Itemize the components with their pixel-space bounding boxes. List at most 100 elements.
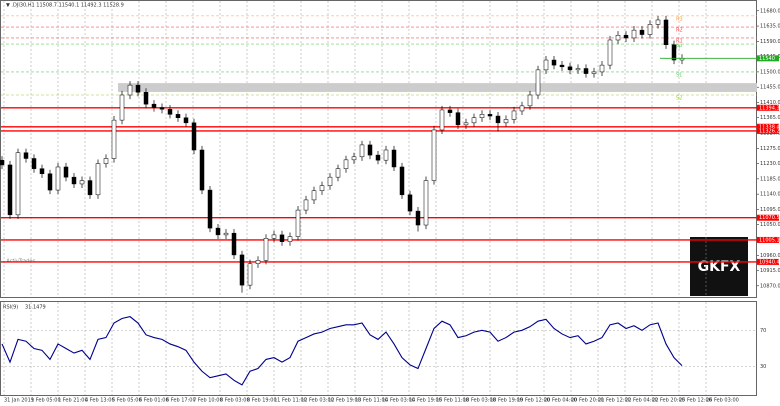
- y-tick-label: 11365.0: [760, 115, 780, 121]
- candle-body: [95, 163, 101, 196]
- candle-body: [503, 119, 509, 124]
- y-tick-label: 11500.0: [760, 69, 780, 75]
- x-tick-label: 8 Feb 19:00: [247, 398, 277, 404]
- candle-body: [159, 107, 165, 110]
- candle-body: [543, 59, 549, 71]
- pivot-label: R1: [676, 38, 683, 44]
- candle-body: [623, 34, 629, 39]
- candle-body: [55, 166, 61, 191]
- price-tag: [757, 55, 779, 62]
- x-tick-label: 12 Feb 19:00: [328, 398, 361, 404]
- candle-body: [239, 254, 245, 286]
- x-tick-label: 7 Feb 10:00: [193, 398, 223, 404]
- x-tick-label: 4 Feb 13:00: [85, 398, 115, 404]
- y-tick-label: 11275.0: [760, 146, 780, 152]
- candle-body: [671, 44, 677, 61]
- candle-body: [647, 24, 653, 35]
- pivot-label: S1: [676, 72, 682, 78]
- candle-body: [63, 166, 69, 178]
- candle-body: [335, 168, 341, 178]
- pivot-label: PP: [676, 45, 682, 51]
- candle-body: [471, 117, 477, 124]
- price-label: 11540: [759, 56, 775, 62]
- candle-body: [663, 19, 669, 45]
- rsi-line: [1, 316, 683, 386]
- candle-body: [231, 232, 237, 256]
- y-tick-label: 10915.0: [760, 268, 780, 274]
- candle-body: [31, 158, 37, 169]
- x-tick-label: 8 Feb 03:00: [220, 398, 250, 404]
- x-tick-label: 14 Feb 03:00: [382, 398, 415, 404]
- candle-body: [263, 238, 269, 261]
- y-tick-label: 10870.0: [760, 283, 780, 289]
- candle-body: [599, 64, 605, 73]
- candle-body: [535, 69, 541, 96]
- candle-body: [207, 189, 213, 229]
- candle-body: [567, 66, 573, 71]
- pivot-label: R2: [676, 28, 683, 34]
- candle-body: [319, 185, 325, 191]
- x-tick-label: 6 Feb 01:00: [139, 398, 169, 404]
- candle-body: [111, 119, 117, 159]
- y-tick-label: 11140.0: [760, 192, 780, 198]
- x-tick-label: 18 Feb 19:00: [490, 398, 523, 404]
- candle-body: [223, 232, 229, 236]
- y-tick-label: 11095.0: [760, 207, 780, 213]
- candle-body: [151, 103, 157, 108]
- candle-body: [135, 84, 141, 93]
- candle-body: [655, 19, 661, 25]
- level-label: 10940.4: [759, 259, 780, 265]
- level-label: 11070.5: [759, 215, 780, 221]
- candle-body: [295, 209, 301, 237]
- y-tick-label: 11050.0: [760, 222, 780, 228]
- candle-body: [0, 159, 5, 166]
- candle-body: [7, 164, 13, 216]
- candle-body: [359, 144, 365, 158]
- candle-body: [103, 158, 109, 164]
- x-tick-label: 31 Jan 2019: [4, 398, 34, 404]
- candle-body: [615, 34, 621, 41]
- candle-body: [167, 109, 173, 115]
- candle-body: [119, 94, 125, 121]
- candle-body: [271, 234, 277, 239]
- candle-body: [431, 129, 437, 181]
- candle-body: [639, 29, 645, 35]
- level-label: 11394.3: [759, 105, 780, 111]
- x-tick-label: 13 Feb 11:00: [355, 398, 388, 404]
- zone: [118, 83, 757, 92]
- candle-body: [407, 194, 413, 212]
- x-tick-label: 22 Feb 20:00: [652, 398, 685, 404]
- x-tick-label: 22 Feb 04:00: [625, 398, 658, 404]
- candle-body: [327, 176, 333, 186]
- x-tick-label: 11 Feb 11:00: [274, 398, 307, 404]
- chart-title: ▼ .DJI30,H1 11508.7 11540.1 11492.3 1152…: [6, 3, 124, 9]
- level-tag: [757, 127, 779, 134]
- candle-body: [287, 236, 293, 242]
- x-tick-label: 25 Feb 12:00: [679, 398, 712, 404]
- candle-body: [391, 149, 397, 168]
- candle-body: [487, 114, 493, 117]
- level-tag: [757, 214, 779, 221]
- candle-body: [79, 180, 85, 185]
- level-tag: [757, 123, 779, 130]
- x-tick-label: 18 Feb 03:00: [463, 398, 496, 404]
- x-tick-label: 6 Feb 17:00: [166, 398, 196, 404]
- candle-body: [575, 68, 581, 71]
- candle-body: [143, 92, 149, 105]
- candle-body: [23, 152, 29, 159]
- rsi-panel: [0, 301, 757, 396]
- x-tick-label: 1 Feb 05:00: [31, 398, 61, 404]
- candle-body: [71, 176, 77, 185]
- candle-body: [351, 156, 357, 161]
- x-tick-label: 15 Feb 11:00: [436, 398, 469, 404]
- candle-body: [15, 152, 21, 216]
- pivot-label: R3: [676, 16, 683, 22]
- rsi-tick-label: 70: [760, 328, 766, 334]
- candle-body: [367, 144, 373, 156]
- y-tick-label: 11410.0: [760, 100, 780, 106]
- y-tick-label: 11590.0: [760, 39, 780, 45]
- x-tick-label: 20 Feb 04:00: [544, 398, 577, 404]
- main-panel: [0, 0, 757, 298]
- candle-body: [343, 159, 349, 169]
